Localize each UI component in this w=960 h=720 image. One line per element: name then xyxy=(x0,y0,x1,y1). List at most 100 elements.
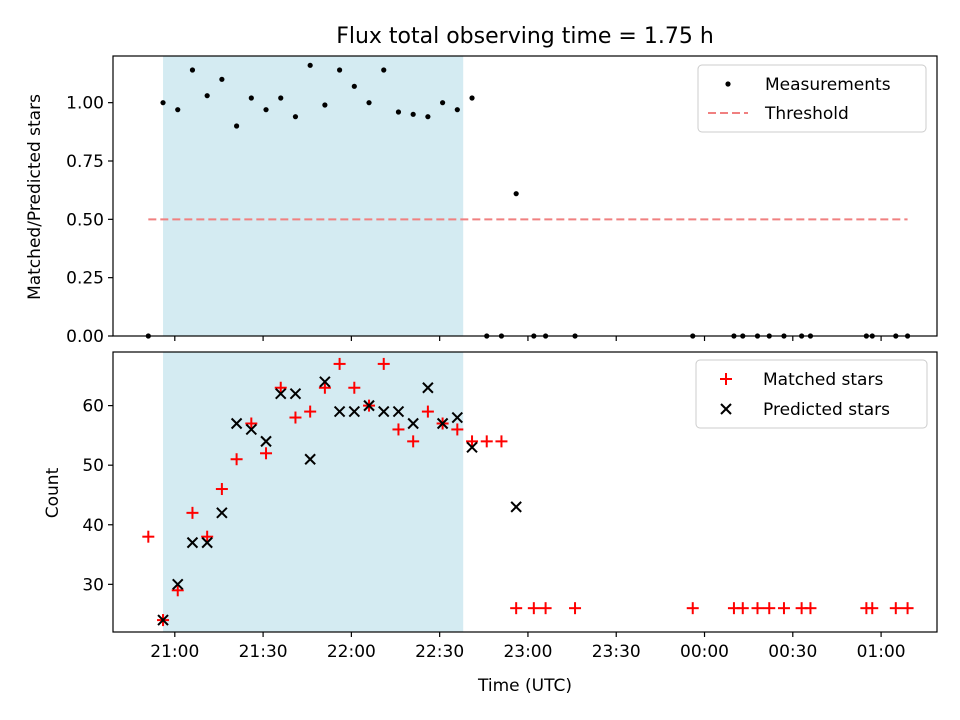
measurement-point xyxy=(454,107,460,113)
matched-star-point xyxy=(230,453,243,466)
predicted-star-point xyxy=(422,382,434,394)
xtick-label: 00:00 xyxy=(680,642,729,662)
xtick-label: 23:30 xyxy=(592,642,641,662)
top-ytick-label: 1.00 xyxy=(66,94,104,114)
measurement-point xyxy=(263,107,269,113)
predicted-star-point xyxy=(186,536,199,549)
xtick-label: 23:00 xyxy=(503,642,552,662)
matched-star-point xyxy=(289,411,302,424)
predicted-star-point xyxy=(319,376,331,388)
measurement-point xyxy=(469,95,475,101)
predicted-star-point xyxy=(510,501,522,513)
predicted-star-point xyxy=(466,441,478,454)
predicted-star-point xyxy=(392,405,405,418)
matched-star-point xyxy=(736,602,749,615)
predicted-star-point xyxy=(289,387,302,400)
matched-star-point xyxy=(333,357,346,370)
predicted-star-point xyxy=(157,614,169,626)
legend-measurements-label: Measurements xyxy=(765,75,891,95)
matched-star-point xyxy=(348,381,361,394)
top-ytick-label: 0.75 xyxy=(66,152,104,172)
xtick-label: 21:30 xyxy=(239,642,288,662)
measurement-point xyxy=(248,95,254,101)
matched-star-point xyxy=(539,602,552,615)
measurement-point xyxy=(513,191,519,197)
top-panel: 0.00 0.25 0.50 0.75 1.00 Matched/Predicted s… xyxy=(25,55,938,347)
matched-star-point xyxy=(407,435,420,448)
matched-star-point xyxy=(686,602,699,615)
legend-predicted-marker xyxy=(720,403,732,415)
measurement-point xyxy=(337,67,343,73)
predicted-star-point xyxy=(304,453,316,465)
xtick-label: 22:00 xyxy=(327,642,376,662)
matched-star-point xyxy=(245,417,258,430)
predicted-star-point xyxy=(436,417,449,430)
matched-star-point xyxy=(274,381,287,394)
bottom-axes-frame xyxy=(112,351,938,633)
matched-star-point xyxy=(421,405,434,418)
observing-window-top xyxy=(163,56,464,336)
measurement-point xyxy=(395,109,402,115)
predicted-star-point xyxy=(407,417,419,430)
observing-window-bottom xyxy=(163,352,464,632)
measurement-point xyxy=(175,107,181,113)
top-ytick-label: 0.00 xyxy=(66,327,104,347)
bottom-ytick-label: 30 xyxy=(82,575,104,595)
measurement-point xyxy=(292,114,299,120)
xtick-label: 22:30 xyxy=(415,642,464,662)
matched-star-point xyxy=(392,423,405,436)
matched-star-point xyxy=(763,602,776,615)
predicted-star-point xyxy=(201,536,213,549)
measurement-point xyxy=(425,114,431,120)
bottom-panel: 30 40 50 60 21:00 21:30 22:00 22:30 23:00 23:30 0… xyxy=(43,351,938,696)
matched-star-point xyxy=(142,530,155,543)
measurement-point xyxy=(351,83,357,89)
matched-star-point xyxy=(527,602,540,615)
top-legend: Measurements Threshold xyxy=(697,64,927,133)
measurement-point xyxy=(440,100,446,106)
matched-star-point xyxy=(260,447,273,460)
top-axes-frame xyxy=(112,55,938,337)
matched-star-point xyxy=(201,530,214,543)
measurement-point xyxy=(307,62,313,68)
matched-star-point xyxy=(889,602,902,615)
matched-star-point xyxy=(377,357,390,370)
measurement-point xyxy=(234,123,240,129)
legend-measurements-marker xyxy=(725,81,731,87)
top-ytick-label: 0.25 xyxy=(66,269,104,289)
measurement-point xyxy=(381,67,387,73)
matched-star-point xyxy=(186,506,199,519)
measurement-point xyxy=(366,100,372,106)
matched-star-point xyxy=(804,602,817,615)
predicted-star-point xyxy=(260,435,272,448)
matched-star-point xyxy=(901,602,914,615)
matched-star-point xyxy=(495,435,508,448)
matched-star-point xyxy=(304,405,317,418)
bottom-ytick-label: 50 xyxy=(82,456,104,476)
predicted-star-point xyxy=(378,405,390,418)
xtick-label: 21:00 xyxy=(150,642,199,662)
predicted-star-point xyxy=(348,405,361,418)
matched-star-point xyxy=(866,602,879,615)
matched-star-point xyxy=(510,602,523,615)
predicted-star-point xyxy=(216,507,228,519)
bottom-ytick-label: 60 xyxy=(82,397,104,417)
predicted-star-point xyxy=(363,399,375,412)
legend-matched-marker xyxy=(720,373,732,385)
xtick-label: 01:00 xyxy=(857,642,906,662)
measurement-point xyxy=(410,111,416,117)
matched-star-point xyxy=(480,435,493,448)
bottom-xlabel: Time (UTC) xyxy=(477,676,572,696)
bottom-ylabel: Count xyxy=(43,467,63,518)
measurement-point xyxy=(322,102,328,108)
predicted-star-point xyxy=(275,387,287,400)
predicted-star-point xyxy=(245,423,258,436)
bottom-ytick-label: 40 xyxy=(82,516,104,536)
matched-star-point xyxy=(215,483,228,496)
top-ylabel: Matched/Predicted stars xyxy=(25,94,45,300)
matched-star-point xyxy=(466,435,479,448)
matched-star-point xyxy=(451,423,464,436)
matched-star-point xyxy=(751,602,764,615)
matched-star-point xyxy=(171,584,184,597)
